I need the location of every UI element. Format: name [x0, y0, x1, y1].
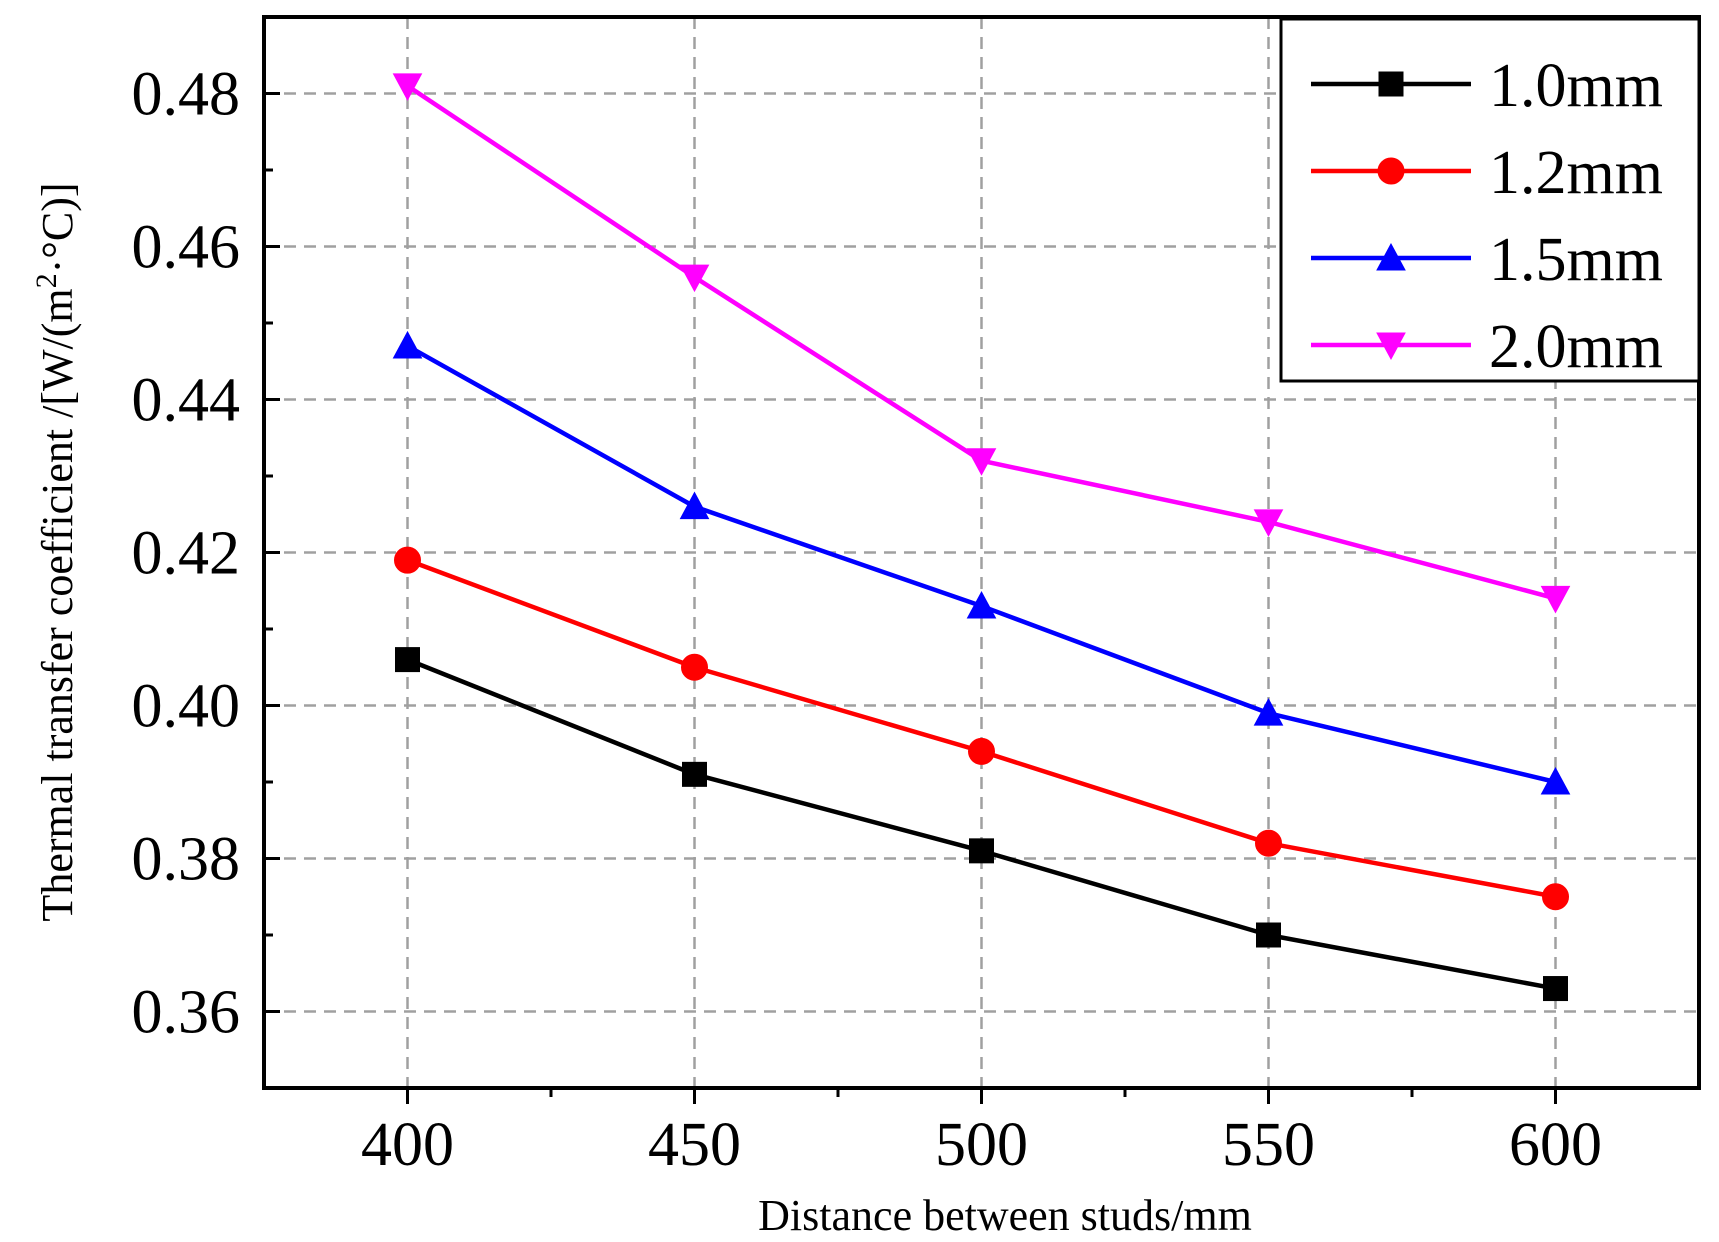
y-tick-label: 0.38	[132, 826, 241, 894]
series-1.2mm	[394, 546, 1569, 911]
legend-marker	[1377, 157, 1405, 185]
x-tick-label: 550	[1222, 1111, 1315, 1179]
y-tick-label: 0.36	[132, 979, 241, 1047]
legend-entry: 1.0mm	[1311, 52, 1663, 120]
y-tick-label: 0.48	[132, 61, 241, 129]
legend-label: 1.2mm	[1489, 139, 1663, 207]
axis-ticks: 400 450 500 550 600 0.36 0.38 0.40 0.42 0.44 0.46 0…	[132, 15, 1602, 1179]
x-tick-label: 400	[361, 1111, 454, 1179]
y-axis-title: Thermal transfer coefficient /[W/(m2·°C)…	[30, 182, 82, 921]
series-1.5mm	[392, 330, 1571, 795]
data-point	[679, 264, 710, 293]
data-point	[966, 590, 997, 619]
data-point	[1540, 585, 1571, 614]
data-point	[966, 448, 997, 476]
x-tick-label: 500	[935, 1111, 1028, 1179]
legend-label: 2.0mm	[1489, 313, 1663, 381]
legend-marker	[1378, 71, 1404, 97]
data-point	[679, 491, 710, 520]
data-point	[1255, 829, 1282, 857]
data-point	[1256, 922, 1281, 948]
legend-entry: 1.5mm	[1311, 226, 1663, 294]
y-axis-title-unit: ·°C)]	[33, 182, 82, 273]
legend-label: 1.5mm	[1489, 226, 1663, 294]
data-point	[1540, 766, 1571, 795]
x-axis-title: Distance between studs/mm	[758, 1191, 1252, 1240]
y-tick-label: 0.40	[132, 673, 241, 741]
legend-marker	[1376, 242, 1406, 271]
y-axis-title-main: Thermal transfer coefficient /[W/(m	[33, 288, 82, 921]
x-tick-label: 450	[648, 1111, 741, 1179]
series-1.0mm	[395, 647, 1568, 1002]
legend-label: 1.0mm	[1489, 52, 1663, 120]
y-axis-title-superscript: 2	[30, 273, 63, 288]
data-point	[392, 73, 423, 101]
data-point	[1542, 883, 1569, 911]
legend: 1.0mm 1.2mm 1.5mm 2.0mm	[1279, 17, 1701, 383]
y-tick-label: 0.44	[132, 367, 241, 435]
data-point	[392, 330, 423, 359]
data-point	[395, 647, 420, 673]
legend-box	[1279, 17, 1701, 383]
y-tick-label: 0.42	[132, 520, 241, 588]
data-point	[1253, 509, 1284, 537]
data-point	[394, 546, 421, 574]
legend-marker	[1376, 332, 1406, 361]
legend-entry: 1.2mm	[1311, 139, 1663, 207]
data-point	[1253, 698, 1284, 726]
y-tick-label: 0.46	[132, 214, 241, 282]
data-point	[682, 761, 707, 787]
data-point	[681, 653, 708, 681]
data-point	[1543, 976, 1568, 1002]
data-point	[969, 838, 994, 864]
series-layer	[392, 73, 1571, 1002]
x-tick-label: 600	[1509, 1111, 1602, 1179]
data-point	[968, 737, 995, 765]
legend-entry: 2.0mm	[1311, 313, 1663, 381]
series-2.0mm	[392, 73, 1571, 614]
